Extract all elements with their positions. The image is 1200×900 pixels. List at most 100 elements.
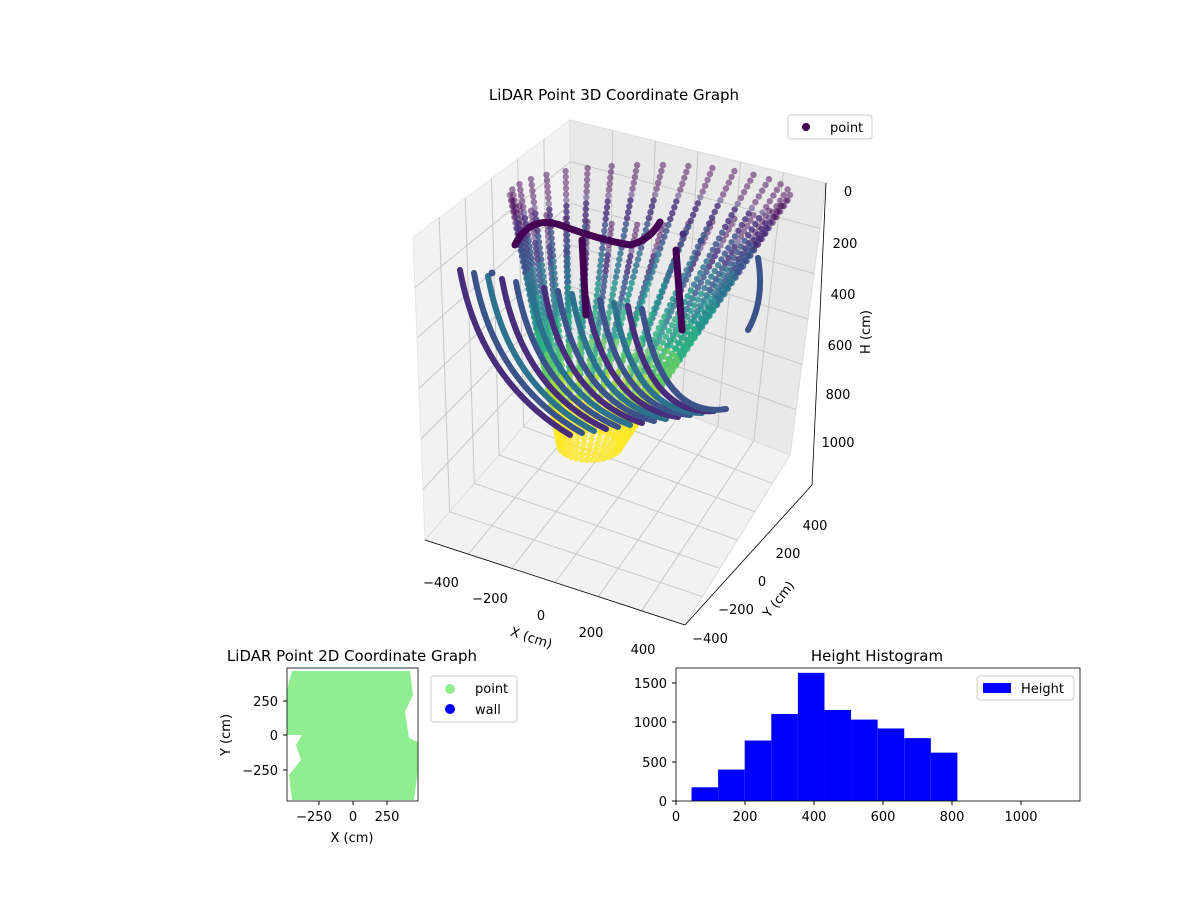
cloud-point bbox=[617, 250, 624, 257]
cloud-point bbox=[562, 173, 569, 181]
cloud-point bbox=[728, 249, 735, 256]
cloud-point bbox=[698, 315, 706, 322]
cloud-point bbox=[605, 186, 613, 193]
cloud-point bbox=[690, 281, 698, 288]
cloud-point bbox=[656, 173, 663, 181]
cloud-streak bbox=[672, 246, 686, 334]
cloud-point bbox=[603, 210, 610, 217]
cloud-point bbox=[607, 231, 614, 238]
cloud-point bbox=[531, 204, 538, 212]
cloud-point bbox=[677, 186, 684, 193]
cloud-point bbox=[609, 291, 616, 298]
cloud-point bbox=[566, 348, 573, 355]
x-axis-line bbox=[424, 539, 686, 626]
cloud-point bbox=[617, 300, 624, 307]
cloud-point bbox=[628, 191, 635, 198]
cloud-point bbox=[512, 203, 519, 210]
cloud-point bbox=[663, 227, 670, 234]
cloud-point bbox=[659, 339, 666, 346]
cloud-point bbox=[750, 236, 758, 244]
cloud-point bbox=[564, 243, 571, 250]
cloud-point bbox=[516, 181, 523, 188]
cloud-point bbox=[727, 260, 734, 267]
cloud-point bbox=[644, 220, 651, 228]
plot3d: LiDAR Point 3D Coordinate Graph −400 −20… bbox=[412, 86, 874, 658]
y-tick: 200 bbox=[776, 547, 801, 562]
cloud-point bbox=[745, 232, 752, 239]
cloud-point bbox=[698, 305, 705, 313]
plot2d: LiDAR Point 2D Coordinate Graph −250 0 2… bbox=[219, 647, 518, 846]
cloud-point bbox=[514, 214, 521, 221]
cloud-point bbox=[783, 197, 790, 204]
cloud-point bbox=[562, 179, 570, 186]
cloud-point bbox=[534, 294, 542, 301]
cloud-point bbox=[573, 444, 580, 452]
cloud-point bbox=[687, 287, 695, 294]
cloud-point bbox=[662, 333, 670, 340]
cloud-point bbox=[750, 171, 757, 178]
cloud-point bbox=[765, 176, 773, 183]
cloud-point bbox=[567, 437, 575, 445]
cloud-point bbox=[599, 445, 606, 453]
cloud-point bbox=[627, 197, 634, 204]
cloud-point bbox=[663, 276, 670, 283]
cloud-point bbox=[535, 233, 542, 240]
cloud-point bbox=[550, 264, 558, 271]
cloud-point bbox=[534, 227, 541, 234]
cloud-point bbox=[602, 215, 609, 223]
cloud-point bbox=[702, 309, 709, 317]
cloud-point bbox=[697, 269, 704, 277]
cloud-point bbox=[759, 187, 766, 194]
legend-2d: point wall bbox=[430, 675, 518, 723]
cloud-point bbox=[533, 288, 541, 296]
cloud-point bbox=[712, 241, 720, 248]
legend-marker-point bbox=[445, 684, 455, 694]
cloud-point bbox=[697, 290, 705, 297]
z-ticks-3d: 0 200 400 600 800 1000 H (cm) bbox=[821, 185, 874, 451]
cloud-point bbox=[694, 275, 701, 282]
cloud-point bbox=[664, 307, 671, 314]
cloud-point bbox=[538, 262, 546, 269]
cloud-point bbox=[548, 336, 555, 343]
cloud-point bbox=[660, 282, 668, 289]
cloud-point bbox=[606, 180, 613, 187]
cloud-point bbox=[604, 198, 611, 205]
cloud-point bbox=[547, 330, 554, 338]
cloud-point bbox=[749, 247, 756, 254]
cloud-point bbox=[564, 261, 571, 268]
cloud-point bbox=[642, 226, 649, 234]
cloud-point bbox=[667, 215, 674, 223]
cloud-point bbox=[615, 262, 622, 269]
cloud-point bbox=[725, 254, 732, 262]
cloud-point bbox=[607, 174, 614, 182]
cloud-point bbox=[709, 246, 716, 254]
legend-marker-height bbox=[983, 683, 1011, 693]
cloud-point bbox=[510, 191, 517, 199]
cloud-point bbox=[595, 280, 602, 287]
cloud-point bbox=[719, 271, 727, 279]
histogram-bar bbox=[851, 719, 878, 801]
x-tick: 0 bbox=[537, 609, 545, 624]
cloud-point bbox=[620, 309, 628, 316]
cloud-point bbox=[582, 217, 589, 224]
cloud-point bbox=[766, 198, 773, 205]
cloud-point bbox=[618, 294, 625, 302]
cloud-point bbox=[665, 270, 673, 277]
cloud-point bbox=[520, 209, 528, 216]
cloud-point bbox=[594, 441, 601, 448]
cloud-point bbox=[681, 174, 688, 182]
cloud-point bbox=[734, 249, 741, 256]
cloud-point bbox=[593, 292, 601, 299]
cloud-point bbox=[747, 217, 754, 224]
cloud-point bbox=[784, 186, 791, 193]
cloud-point bbox=[548, 235, 555, 242]
cloud-point bbox=[680, 272, 688, 279]
cloud-streak bbox=[541, 285, 645, 426]
cloud-point bbox=[629, 185, 636, 192]
cloud-point bbox=[661, 313, 668, 320]
cloud-point bbox=[574, 434, 581, 441]
cloud-point bbox=[747, 242, 754, 249]
cloud-point bbox=[687, 332, 695, 339]
y-ticks-2d: 250 0 −250 Y (cm) bbox=[219, 695, 287, 779]
cloud-point bbox=[691, 302, 698, 309]
